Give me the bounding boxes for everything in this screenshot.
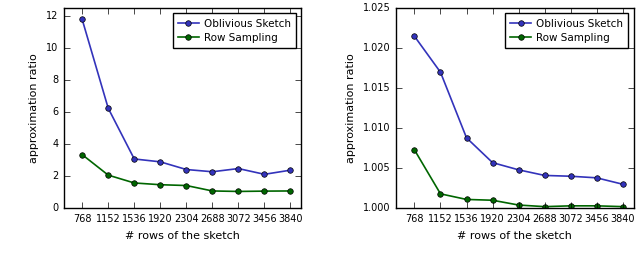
Oblivious Sketch [593,176,600,179]
Oblivious Sketch [78,18,86,21]
Row Sampling [182,184,190,187]
Oblivious Sketch [260,173,268,176]
Legend: Oblivious Sketch, Row Sampling: Oblivious Sketch, Row Sampling [173,13,296,48]
Line: Row Sampling: Row Sampling [79,152,293,194]
Oblivious Sketch [515,168,522,172]
Oblivious Sketch [131,157,138,161]
Row Sampling [235,190,243,193]
Y-axis label: approximation ratio: approximation ratio [29,53,39,163]
Oblivious Sketch [104,107,112,110]
Line: Oblivious Sketch: Oblivious Sketch [79,17,293,177]
X-axis label: # rows of the sketch: # rows of the sketch [458,231,572,241]
Line: Row Sampling: Row Sampling [412,147,625,209]
Oblivious Sketch [287,169,294,172]
Oblivious Sketch [619,182,627,186]
X-axis label: # rows of the sketch: # rows of the sketch [125,231,240,241]
Row Sampling [593,204,600,207]
Oblivious Sketch [567,175,575,178]
Row Sampling [515,203,522,207]
Row Sampling [209,189,216,193]
Oblivious Sketch [235,167,243,170]
Row Sampling [489,199,497,202]
Oblivious Sketch [436,71,444,74]
Row Sampling [463,198,470,201]
Oblivious Sketch [541,174,548,177]
Row Sampling [260,190,268,193]
Legend: Oblivious Sketch, Row Sampling: Oblivious Sketch, Row Sampling [505,13,628,48]
Row Sampling [131,181,138,185]
Oblivious Sketch [182,168,190,171]
Oblivious Sketch [489,161,497,164]
Row Sampling [78,153,86,156]
Oblivious Sketch [209,170,216,173]
Row Sampling [541,205,548,208]
Row Sampling [436,192,444,195]
Row Sampling [156,183,164,186]
Row Sampling [411,148,419,152]
Oblivious Sketch [156,160,164,164]
Line: Oblivious Sketch: Oblivious Sketch [412,33,625,187]
Row Sampling [567,204,575,207]
Oblivious Sketch [463,136,470,139]
Row Sampling [104,173,112,177]
Oblivious Sketch [411,35,419,38]
Row Sampling [619,205,627,208]
Row Sampling [287,189,294,193]
Y-axis label: approximation ratio: approximation ratio [346,53,356,163]
